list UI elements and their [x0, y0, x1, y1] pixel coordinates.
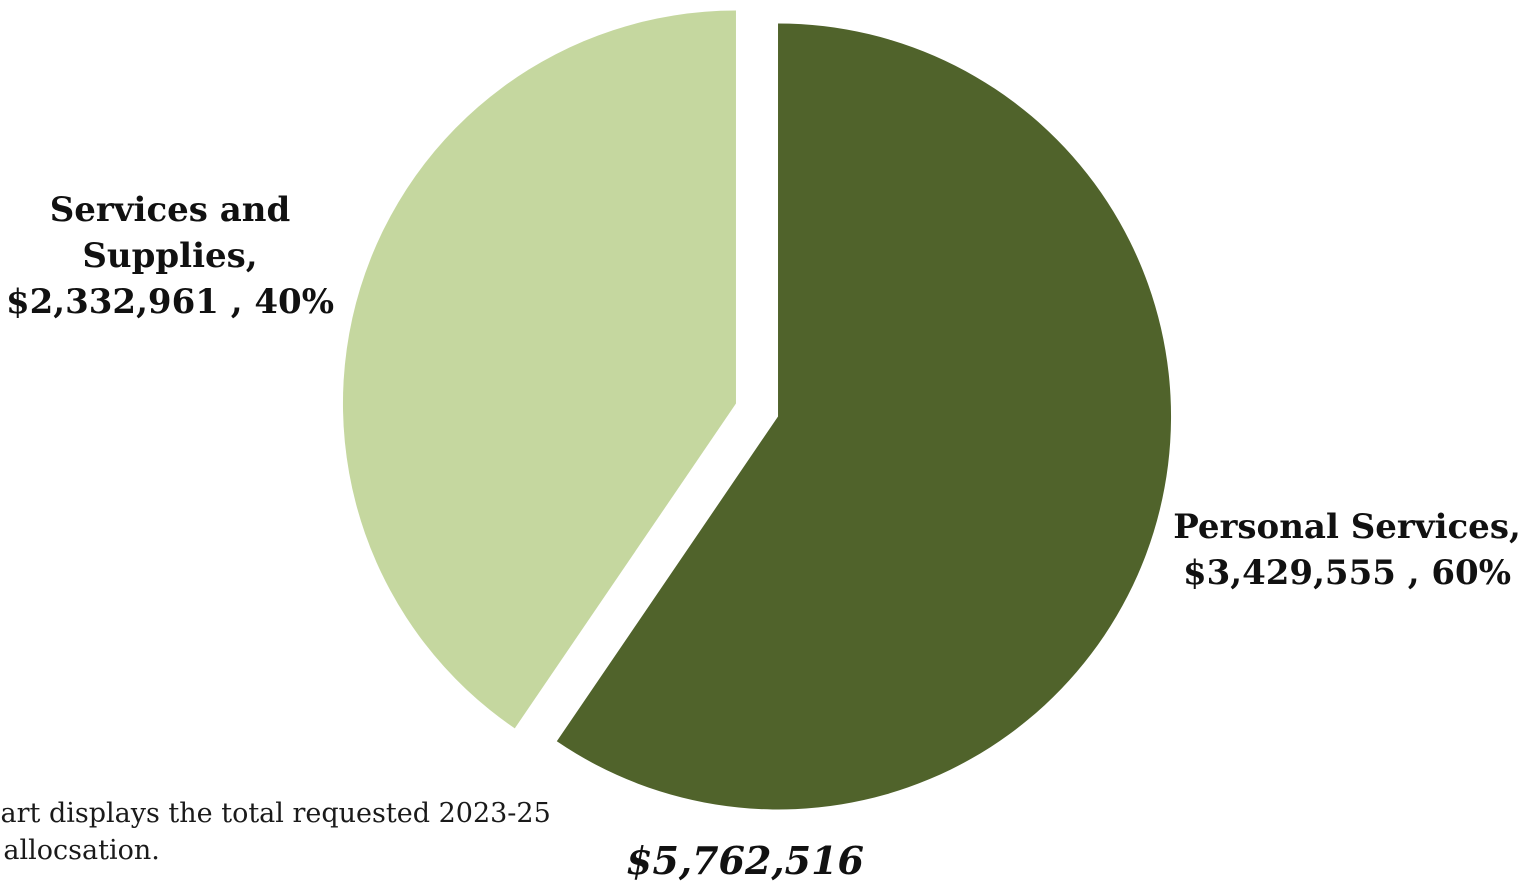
slice-label-line: Services and	[49, 190, 291, 230]
pie-slice-services-and-supplies	[342, 10, 736, 729]
slice-label-value: $3,429,555 , 60%	[1182, 553, 1512, 593]
slice-label-line: Supplies,	[82, 236, 258, 276]
slice-label-value: $2,332,961 , 40%	[5, 282, 335, 322]
slice-label-services-and-supplies: Services and Supplies, $2,332,961 , 40%	[0, 187, 340, 325]
total-amount: $5,762,516	[626, 838, 864, 883]
slice-label-personal-services: Personal Services, $3,429,555 , 60%	[1172, 504, 1522, 596]
chart-footnote: chart displays the total requested 2023-…	[0, 795, 551, 869]
footnote-line: chart displays the total requested 2023-…	[0, 798, 551, 829]
pie-slice-personal-services	[556, 23, 1172, 810]
slice-label-line: Personal Services,	[1173, 507, 1521, 547]
footnote-line: et allocsation.	[0, 835, 160, 866]
